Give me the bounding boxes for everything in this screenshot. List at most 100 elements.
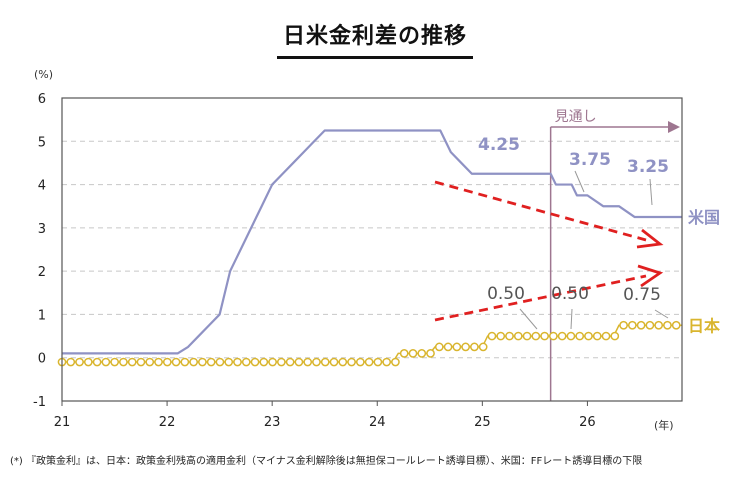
x-tick-label: 23 <box>264 415 281 430</box>
jp-trend-arrow-head <box>637 264 664 288</box>
y-tick-label: 6 <box>38 92 46 107</box>
jp-rate-marker <box>671 320 681 330</box>
annotation-leader-2 <box>649 178 653 206</box>
y-tick-label: -1 <box>33 395 46 410</box>
jp-rate-marker <box>461 342 470 352</box>
jp-rate-marker <box>531 331 541 341</box>
jp-rate-marker <box>505 331 514 341</box>
jp-rate-marker <box>426 349 435 358</box>
jp-rate-marker <box>487 331 497 341</box>
x-tick-label: 22 <box>159 415 176 430</box>
jp-rate-marker <box>610 331 620 341</box>
jp-rate-marker <box>636 320 646 330</box>
jp-rate-marker <box>66 357 76 367</box>
jp-rate-marker <box>259 357 269 367</box>
us-rate-line <box>62 129 682 355</box>
x-unit-label: (年) <box>654 418 674 432</box>
us-trend-arrow-shaft <box>434 180 647 242</box>
jp-rate-marker <box>654 320 664 330</box>
jp-rate-marker <box>83 357 93 367</box>
forecast-arrow-head <box>668 121 680 133</box>
annotation-value-label: 3.75 <box>569 150 611 170</box>
jp-rate-marker <box>364 357 374 367</box>
annotation-value-label: 3.25 <box>627 157 669 177</box>
jp-rate-marker <box>470 342 479 352</box>
jp-rate-marker <box>233 357 242 367</box>
jp-rate-marker <box>277 357 286 367</box>
y-tick-label: 2 <box>38 265 46 280</box>
jp-rate-marker <box>399 349 409 358</box>
annotation-value-label: 0.50 <box>487 284 525 304</box>
y-unit-label: (%) <box>34 68 53 81</box>
jp-rate-marker <box>355 357 365 367</box>
jp-rate-marker <box>224 357 234 367</box>
jp-rate-marker <box>215 357 225 367</box>
jp-rate-marker <box>663 320 672 330</box>
annotation-leader-4 <box>570 308 573 330</box>
jp-rate-marker <box>619 320 628 330</box>
jp-rate-marker <box>645 320 655 330</box>
y-tick-label: 5 <box>38 135 46 150</box>
y-tick-label: 4 <box>38 179 46 194</box>
jp-rate-marker <box>75 357 84 367</box>
jp-rate-marker <box>522 331 532 341</box>
y-tick-label: 1 <box>38 308 46 323</box>
jp-rate-marker <box>241 357 251 367</box>
footnote: (*) 『政策金利』は、日本：政策金利残高の適用金利（マイナス金利解除後は無担保… <box>10 456 643 467</box>
jp-rate-marker <box>417 349 427 358</box>
jp-rate-marker <box>496 331 506 341</box>
us-trend-arrow-head <box>636 228 664 249</box>
annotation-leader-3 <box>519 308 538 330</box>
annotation-leader-1 <box>574 170 585 193</box>
x-tick-label: 26 <box>579 415 596 430</box>
jp-rate-marker <box>434 342 444 352</box>
chart-title: 日米金利差の推移 <box>276 18 473 59</box>
jp-rate-marker <box>540 331 549 341</box>
jp-rate-marker <box>575 331 585 341</box>
jp-rate-marker <box>154 357 163 367</box>
jp-rate-marker <box>584 331 593 341</box>
jp-rate-marker <box>513 331 523 341</box>
jp-rate-marker <box>592 331 602 341</box>
jp-rate-marker <box>250 357 260 367</box>
jp-rate-marker <box>145 357 155 367</box>
annotation-value-label: 0.50 <box>551 284 589 304</box>
us-series-label: 米国 <box>688 208 720 227</box>
jp-rate-marker <box>171 357 181 367</box>
jp-rate-marker <box>627 320 637 330</box>
x-tick-label: 24 <box>369 415 386 430</box>
jp-rate-marker <box>320 357 330 367</box>
jp-rate-marker <box>338 357 348 367</box>
jp-rate-marker <box>268 357 277 367</box>
y-tick-label: 3 <box>38 222 46 237</box>
x-tick-label: 21 <box>54 415 71 430</box>
plot-frame <box>61 97 683 402</box>
jp-rate-marker <box>101 357 111 367</box>
annotation-value-label: 0.75 <box>623 285 661 305</box>
jp-rate-marker <box>391 357 400 367</box>
jp-rate-marker <box>92 357 102 367</box>
jp-trend-arrow-shaft <box>434 274 647 322</box>
jp-rate-marker <box>136 357 146 367</box>
jp-rate-marker <box>198 357 207 367</box>
jp-rate-marker <box>347 357 356 367</box>
jp-rate-marker <box>382 357 392 367</box>
annotation-value-label: 4.25 <box>478 135 520 155</box>
jp-rate-marker <box>373 357 383 367</box>
jp-rate-marker <box>549 331 558 341</box>
annotation-leader-5 <box>654 309 669 319</box>
jp-rate-marker <box>601 331 611 341</box>
jp-rate-marker <box>408 349 418 358</box>
y-tick-label: 0 <box>38 352 46 367</box>
jp-rate-marker <box>119 357 128 367</box>
jp-rate-marker <box>312 357 321 367</box>
jp-rate-marker <box>303 357 313 367</box>
jp-rate-marker <box>180 357 190 367</box>
jp-rate-marker <box>189 357 198 367</box>
jp-rate-marker <box>206 357 216 367</box>
jp-rate-marker <box>566 331 576 341</box>
jp-rate-marker <box>285 357 295 367</box>
jp-rate-line <box>62 324 682 363</box>
jp-rate-marker <box>443 342 453 352</box>
